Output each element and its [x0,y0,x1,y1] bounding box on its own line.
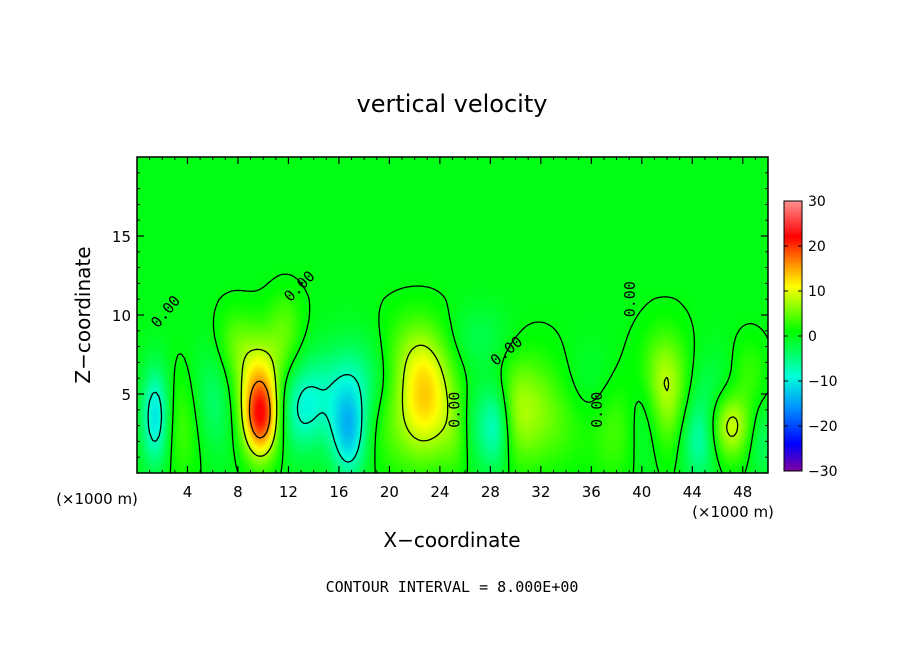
x-tick-label-36: 36 [582,483,601,501]
contour-positive-8 [240,344,739,457]
y-axis-label: Z−coordinate [71,246,95,383]
colorbar-tick-label-30: 30 [808,194,826,210]
contour-label-2: 0.00 [446,392,464,428]
contour-positive-16 [248,380,271,439]
contour-zero [169,273,768,473]
colorbar-ticks: 30 20 10 0 −10 −20 −30 [784,194,838,480]
contour-lines [147,273,768,473]
x-tick-label-32: 32 [531,483,550,501]
x-tick-label-40: 40 [632,483,651,501]
colorbar-tick-label-0: 0 [808,329,817,345]
contour-negative-8 [147,373,363,463]
x-tick-label-28: 28 [481,483,500,501]
x-tick-label-20: 20 [380,483,399,501]
x-tick-label-44: 44 [683,483,702,501]
x-unit-left: (×1000 m) [56,490,138,508]
colorbar-tick-label-10: 10 [808,284,826,300]
x-axis-ticks: 4 8 12 16 20 24 28 32 36 40 44 48 [149,157,756,501]
chart-title: vertical velocity [357,90,548,118]
y-axis-ticks: 5 10 15 [112,172,768,458]
x-tick-label-8: 8 [233,483,243,501]
x-tick-label-12: 12 [279,483,298,501]
y-tick-label-10: 10 [112,307,131,325]
x-tick-label-24: 24 [430,483,449,501]
colorbar-tick-label--20: −20 [808,419,838,435]
x-unit-right: (×1000 m) [692,503,774,521]
x-tick-label-48: 48 [733,483,752,501]
colorbar-tick-label--30: −30 [808,464,838,480]
colorbar-tick-label-20: 20 [808,239,826,255]
x-tick-label-16: 16 [329,483,348,501]
colorbar-tick-label--10: −10 [808,374,838,390]
x-tick-label-4: 4 [183,483,193,501]
x-axis-label: X−coordinate [383,528,520,552]
contour-label-4: 0.00 [588,392,606,428]
contour-interval-text: CONTOUR INTERVAL = 8.000E+00 [326,578,579,596]
contour-label-5: 0.00 [621,281,639,317]
y-tick-label-5: 5 [121,386,131,404]
y-tick-label-15: 15 [112,228,131,246]
